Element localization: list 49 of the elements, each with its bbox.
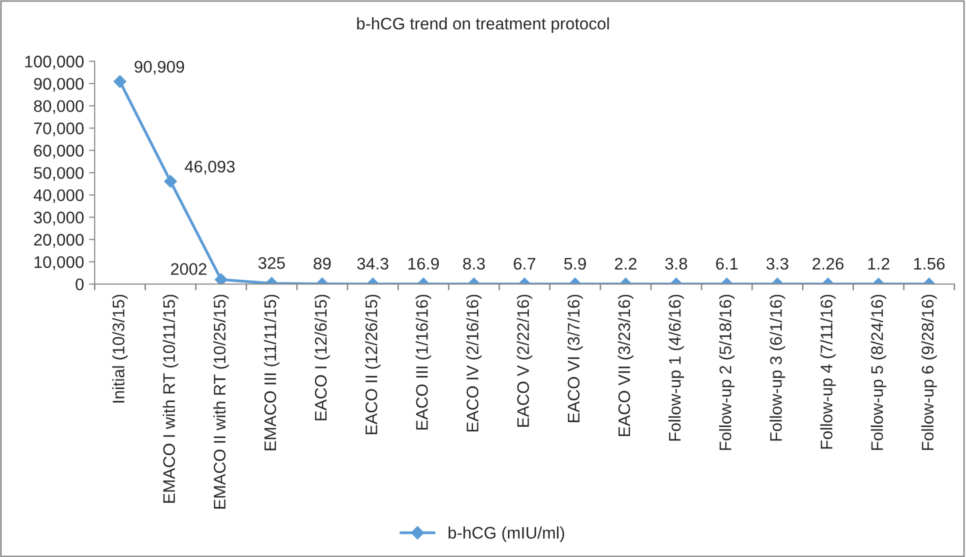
data-label: 325 [258,257,285,269]
x-tick-label: EACO V (2/22/16) [516,294,532,427]
x-tick-label: EACO VI (3/7/16) [567,294,583,422]
data-label: 3.8 [665,258,688,270]
x-tick-label: EACO I (12/6/15) [314,294,330,420]
x-tick-label: Follow-up 4 (7/11/16) [820,294,836,449]
y-tick-label: 30,000 [34,212,84,226]
x-tick-label: EMACO I with RT (10/11/15) [162,294,178,503]
data-label: 1.2 [868,258,890,270]
x-tick-label: EACO IV (2/16/16) [466,294,482,432]
data-label: 16.9 [408,258,439,270]
point [164,174,177,188]
y-tick-label: 80,000 [34,100,84,114]
data-label: 5.9 [564,258,586,270]
x-tick-label: Follow-up 3 (6/1/16) [770,294,786,441]
x-tick-label: EMACO III (11/11/15) [264,294,280,450]
data-label: 2.26 [812,258,844,270]
x-tick-label: Follow-up 5 (8/24/16) [870,294,886,450]
legend-label: b-hCG (mIU/ml) [448,526,564,542]
y-tick-label: 60,000 [34,144,84,159]
data-label: 1.56 [914,258,945,270]
y-tick-label: 70,000 [34,122,84,136]
data-label: 6.1 [716,258,738,270]
data-label: 2002 [170,263,206,275]
data-label: 90,909 [134,60,184,75]
data-label: 46,093 [184,160,235,174]
y-tick-label: 20,000 [34,234,84,248]
y-tick-label: 90,000 [34,78,84,92]
x-tick-label: EACO VII (3/23/16) [618,294,634,436]
data-label: 2.2 [614,258,636,270]
data-label: 8.3 [463,258,485,270]
point [114,75,126,88]
x-tick-label: Follow-up 6 (9/28/16) [921,294,937,450]
y-tick-label: 100,000 [25,56,84,70]
data-label: 34.3 [357,258,388,270]
chart-title: b-hCG trend on treatment protocol [357,17,609,33]
data-label: 89 [314,258,331,270]
y-tick-label: 40,000 [34,189,84,204]
y-tick-label: 10,000 [34,256,84,270]
x-tick-label: EACO II (12/26/15) [365,294,381,434]
y-tick-label: 50,000 [34,167,84,181]
x-tick-label: Follow-up 2 (5/18/16) [719,294,735,450]
x-tick-label: EMACO II with RT (10/25/15) [213,294,229,509]
data-label: 6.7 [514,258,536,270]
y-tick-label: 0 [76,278,84,290]
data-label: 3.3 [766,258,788,270]
x-tick-label: Follow-up 1 (4/6/16) [668,294,684,441]
x-tick-label: Initial (10/3/15) [112,294,128,402]
x-tick-label: EACO III (1/16/16) [416,294,432,430]
